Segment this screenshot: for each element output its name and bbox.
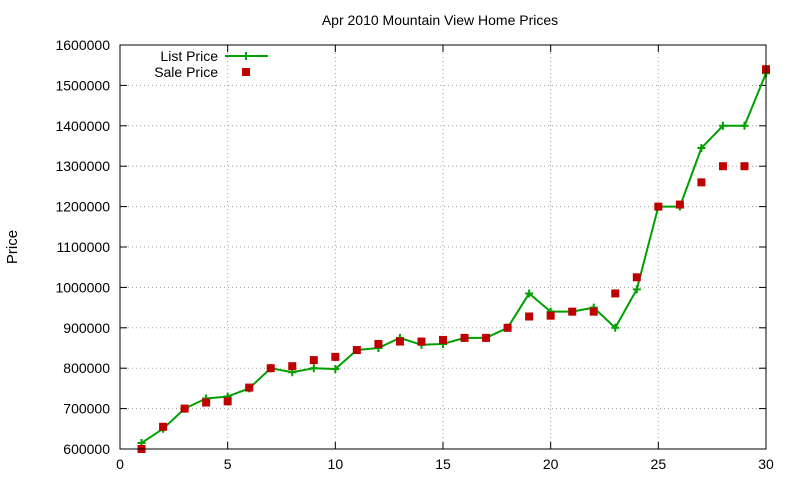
- list-price-point: [309, 364, 318, 373]
- list-price-point: [632, 285, 641, 294]
- x-tick-label: 10: [328, 456, 344, 472]
- y-tick-label: 700000: [63, 401, 110, 417]
- x-tick-label: 0: [116, 456, 124, 472]
- legend: List Price Sale Price: [154, 48, 268, 80]
- sale-price-point: [331, 352, 340, 361]
- series-layer: [137, 65, 770, 453]
- y-tick-label: 800000: [63, 360, 110, 376]
- sale-price-point: [202, 398, 211, 407]
- list-price-point: [697, 144, 706, 153]
- y-tick-label: 1100000: [57, 239, 111, 255]
- sale-price-point: [288, 362, 297, 371]
- sale-price-point: [611, 289, 620, 298]
- sale-price-point: [245, 383, 254, 392]
- sale-price-point: [352, 346, 361, 355]
- y-axis-label: Price: [4, 230, 21, 264]
- x-tick-label: 5: [224, 456, 232, 472]
- sale-price-point: [568, 307, 577, 316]
- sale-price-point: [309, 356, 318, 365]
- sale-price-point: [180, 404, 189, 413]
- sale-price-point: [546, 311, 555, 320]
- sale-price-point: [159, 422, 168, 431]
- plot-frame: [119, 44, 767, 450]
- y-tick-label: 1500000: [55, 77, 110, 93]
- list-price-point: [525, 289, 534, 298]
- y-tick-label: 1600000: [55, 37, 110, 53]
- legend-marker-sale-price: [242, 68, 250, 76]
- x-tick-label: 30: [758, 456, 774, 472]
- sale-price-point: [439, 335, 447, 344]
- sale-price-point: [589, 307, 598, 316]
- list-price-point: [611, 323, 620, 332]
- x-tick-label: 25: [651, 456, 667, 472]
- sale-price-point: [503, 323, 512, 332]
- sale-price-point: [223, 397, 232, 406]
- sale-price-point: [395, 337, 404, 346]
- axis-ticks: 0 5 10 15 20 25 30 600000 700000 800000 900000 1000…: [55, 37, 774, 472]
- series-line-list-price: [140, 72, 767, 444]
- sale-price-point: [675, 200, 684, 209]
- sale-price-point: [266, 364, 275, 373]
- x-tick-label: 20: [543, 456, 559, 472]
- legend-label-list-price: List Price: [160, 48, 218, 64]
- sale-price-point: [632, 273, 641, 282]
- y-tick-label: 1000000: [55, 279, 110, 295]
- sale-price-point: [718, 162, 727, 171]
- sale-price-point: [525, 312, 534, 321]
- list-price-point: [718, 121, 727, 130]
- sale-price-point: [740, 162, 749, 171]
- chart-title: Apr 2010 Mountain View Home Prices: [322, 12, 558, 28]
- list-price-point: [331, 365, 340, 374]
- y-tick-label: 1400000: [55, 118, 110, 134]
- sale-price-point: [654, 202, 663, 211]
- x-tick-label: 15: [435, 456, 451, 472]
- y-tick-label: 600000: [63, 441, 110, 457]
- y-tick-label: 1300000: [55, 158, 110, 174]
- y-tick-label: 900000: [63, 320, 110, 336]
- sale-price-point: [697, 178, 706, 187]
- sale-price-point: [460, 333, 469, 342]
- list-price-point: [740, 121, 749, 130]
- legend-marker-list-price: [242, 52, 250, 60]
- grid: [120, 45, 766, 449]
- sale-price-point: [482, 333, 491, 342]
- sale-price-point: [374, 339, 383, 348]
- y-tick-label: 1200000: [55, 199, 110, 215]
- sale-price-point: [417, 337, 426, 346]
- legend-label-sale-price: Sale Price: [154, 64, 218, 80]
